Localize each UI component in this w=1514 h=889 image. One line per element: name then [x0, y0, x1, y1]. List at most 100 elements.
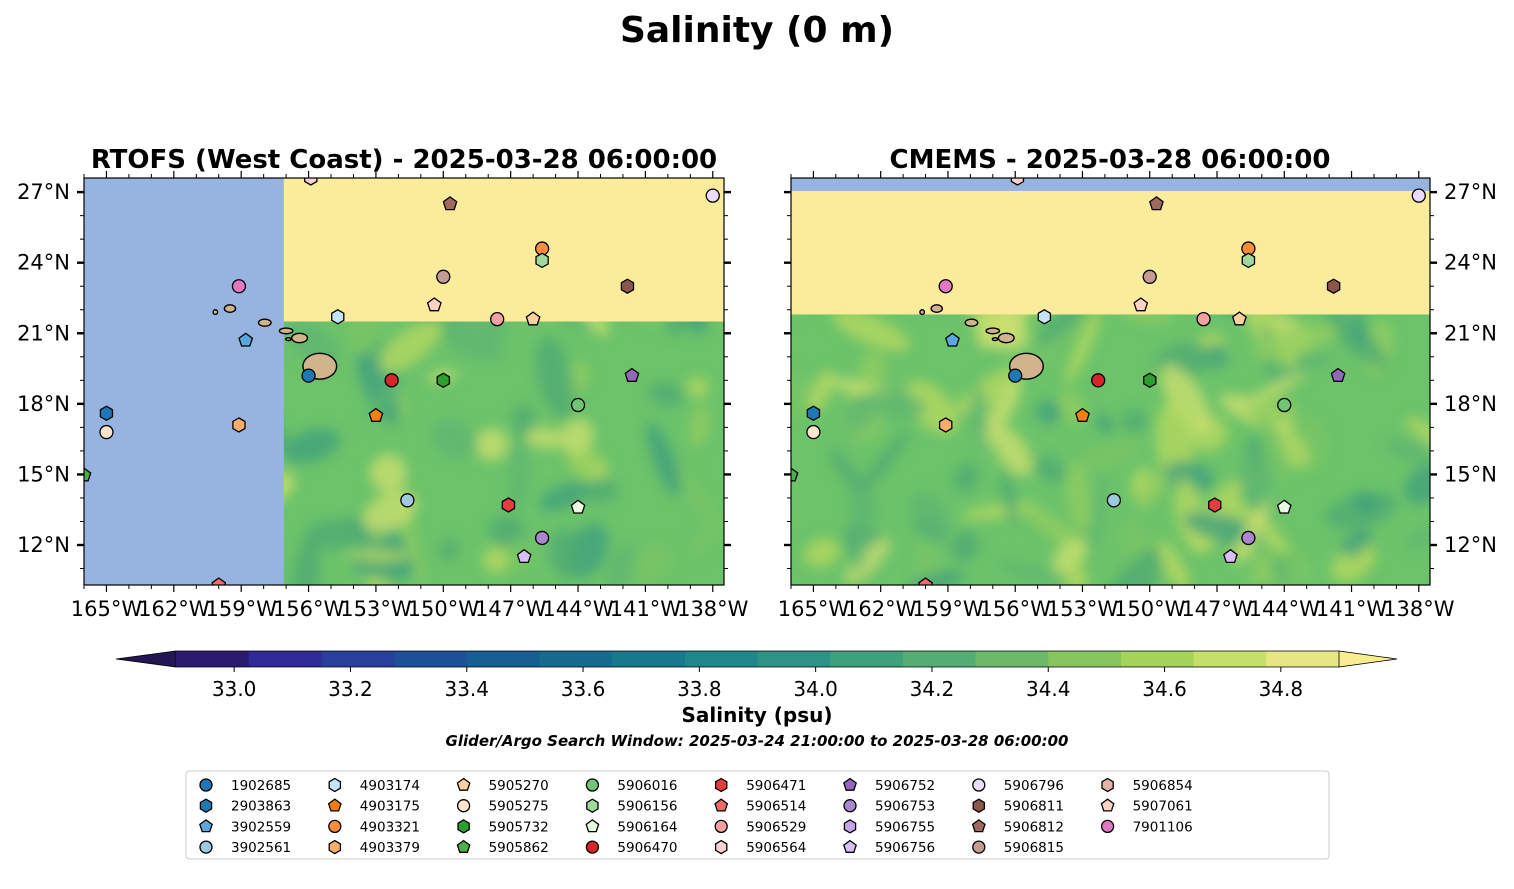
island [284, 337, 292, 342]
float-marker-5905270 [525, 311, 541, 326]
float-marker-5906470 [1091, 373, 1106, 388]
legend-marker-5906753 [843, 799, 857, 813]
salinity-eddy [1274, 427, 1309, 469]
salinity-eddy [689, 404, 710, 447]
salinity-eddy [291, 538, 321, 585]
float-marker-5906514 [918, 577, 933, 585]
y-tick-label: 12°N [17, 533, 70, 557]
legend-label: 5906471 [746, 778, 806, 794]
colorbar: 33.0 33.2 33.4 33.6 33.8 34.0 34.2 34.4 34.6 34.8 [115, 650, 1398, 701]
salinity-eddy [1162, 460, 1215, 493]
float-marker-5906796 [1411, 188, 1426, 203]
colorbar-tick-label: 33.4 [444, 677, 489, 701]
legend-marker-5906854 [1101, 777, 1114, 793]
salinity-eddy [856, 430, 910, 497]
legend-label: 5905862 [489, 840, 549, 856]
float-marker-5906529 [490, 312, 505, 327]
colorbar-tick-label: 34.2 [910, 677, 955, 701]
float-marker-5906811 [1326, 278, 1341, 294]
colorbar-level [612, 651, 686, 667]
salinity-eddy [676, 469, 724, 538]
salinity-eddy [1160, 364, 1212, 435]
legend-marker-5905270 [456, 777, 471, 791]
legend: 1902685 2903863 3902559 3902561 4903174 49031… [185, 770, 1330, 860]
colorbar-level [176, 651, 250, 667]
salinity-eddy [1330, 543, 1377, 583]
legend-marker-5905275 [456, 799, 471, 813]
float-marker-5907061 [1133, 297, 1149, 312]
legend-label: 2903863 [231, 799, 291, 815]
y-tick-label: 27°N [17, 180, 70, 204]
salinity-eddy [1035, 399, 1063, 425]
legend-frame [185, 770, 1330, 860]
island [985, 327, 1001, 335]
x-tick-label: 147°W [475, 597, 547, 621]
salinity-eddy [844, 393, 878, 433]
float-marker-5906811 [620, 278, 635, 294]
salinity-eddy [829, 447, 869, 499]
legend-marker-5906164 [585, 819, 600, 833]
colorbar-level [394, 651, 468, 667]
legend-marker-5906755 [843, 819, 857, 834]
salinity-eddy [1385, 438, 1430, 469]
island [964, 318, 979, 327]
salinity-eddy [1257, 412, 1289, 486]
colorbar-tick-label: 33.6 [561, 677, 606, 701]
x-tick-label: 162°W [845, 597, 917, 621]
map-frame-cmems [790, 177, 1431, 586]
legend-marker-5906529 [714, 819, 728, 834]
y-tick-label: 21°N [1444, 321, 1497, 345]
salinity-eddy [1406, 417, 1430, 450]
salinity-eddy [559, 418, 595, 455]
float-marker-5905732 [436, 372, 451, 389]
salinity-eddy [345, 549, 411, 562]
salinity-eddy [535, 336, 575, 420]
colorbar-label: Salinity (psu) [681, 703, 832, 727]
salinity-eddy [1078, 438, 1142, 472]
x-tick-label: 153°W [340, 597, 412, 621]
colorbar-tick-label: 34.8 [1259, 677, 1304, 701]
float-marker-5906016 [570, 397, 586, 413]
legend-marker-5907061 [1100, 798, 1115, 812]
float-marker-5906752 [1330, 367, 1346, 382]
salinity-eddy [1404, 465, 1430, 505]
salinity-eddy [439, 539, 459, 561]
salinity-eddy [500, 540, 534, 572]
search-window-note: Glider/Argo Search Window: 2025-03-24 21… [446, 732, 1069, 750]
island [291, 332, 309, 344]
map-panel-rtofs: RTOFS (West Coast) - 2025-03-28 06:00:00… [17, 145, 749, 621]
island [930, 304, 944, 314]
float-marker-5906815 [1142, 269, 1157, 284]
salinity-eddy [1034, 456, 1069, 483]
float-marker-5906529 [1196, 312, 1211, 327]
map-area-cmems [791, 178, 1430, 585]
salinity-eddy [951, 530, 979, 563]
x-tick-label: 162°W [138, 597, 210, 621]
legend-marker-5906016 [585, 778, 600, 792]
salinity-eddy [303, 518, 373, 549]
salinity-eddy [791, 370, 809, 418]
salinity-eddy [508, 430, 530, 514]
legend-label: 5906529 [746, 819, 806, 835]
colorbar-level [248, 651, 322, 667]
fresh-region-cmems [791, 178, 1430, 315]
salinity-eddy [511, 404, 535, 437]
float-marker-5906812 [1149, 196, 1164, 211]
salinity-eddy [282, 428, 340, 464]
salinity-eddy [648, 382, 685, 407]
legend-label: 4903175 [360, 799, 420, 815]
axis-ticks-rtofs: 165°W162°W159°W156°W153°W150°W147°W144°W… [17, 171, 749, 621]
salinity-eddy [582, 478, 619, 503]
salinity-eddy [832, 310, 910, 352]
legend-marker-5906564 [714, 839, 728, 855]
x-tick-label: 165°W [71, 597, 143, 621]
salinity-eddy [909, 491, 950, 543]
island [223, 304, 237, 314]
x-tick-label: 156°W [273, 597, 345, 621]
x-tick-label: 153°W [1047, 597, 1119, 621]
y-tick-label: 24°N [17, 251, 70, 275]
float-marker-5906156 [1241, 252, 1256, 269]
float-marker-2903863 [99, 405, 114, 422]
legend-label: 5906016 [617, 778, 677, 794]
